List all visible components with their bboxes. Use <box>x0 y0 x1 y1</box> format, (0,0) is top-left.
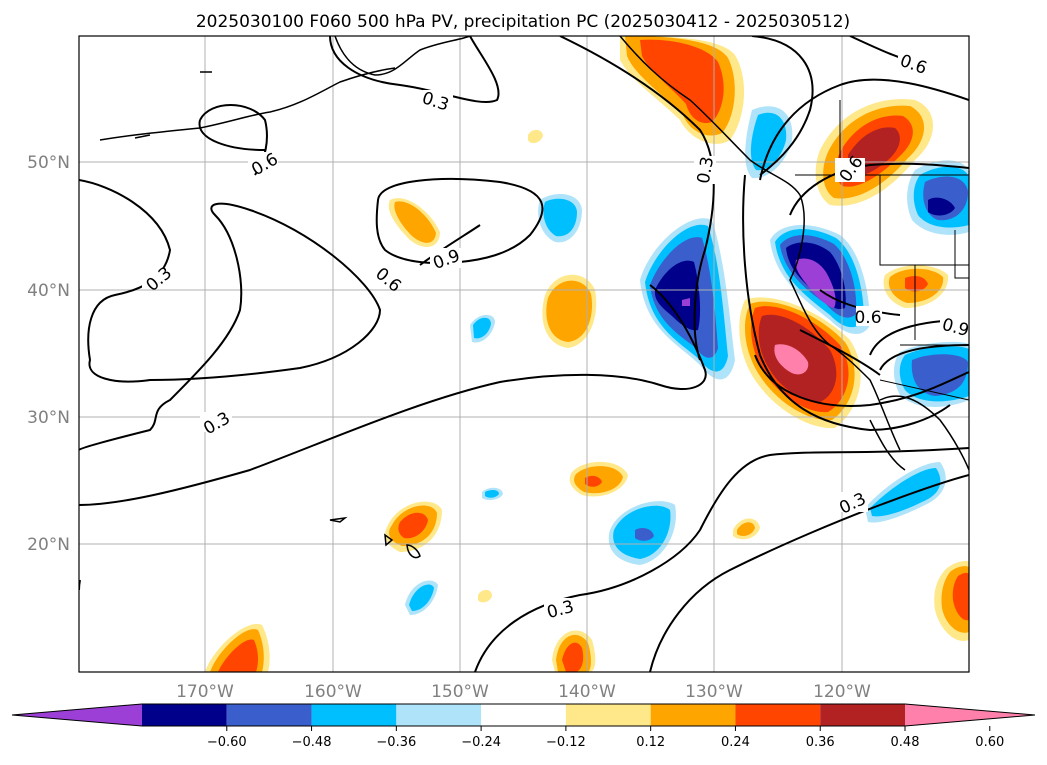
precip-blob-hawaii-warm <box>385 501 442 552</box>
precip-blob-warm-bottom-left <box>205 624 270 672</box>
lat-ticks: 50°N 40°N 30°N 20°N <box>27 153 70 555</box>
pv-contours <box>79 36 969 672</box>
lon-ticks: 170°W 160°W 150°W 140°W 130°W 120°W <box>176 682 871 702</box>
precip-blob-north-cold <box>538 194 582 243</box>
precip-blob-tiny-warm <box>478 589 492 603</box>
coastlines <box>99 36 969 559</box>
map-frame <box>78 35 970 673</box>
colorbar-tick-label: −0.60 <box>207 735 247 750</box>
graticule <box>79 36 969 672</box>
precip-blob-cold-16n <box>405 580 438 615</box>
precip-blob-tiny-warm-north <box>528 129 543 144</box>
precip-blob-nevada-warm <box>883 265 949 308</box>
colorbar-outline <box>11 703 1036 727</box>
colorbar: −0.60 −0.48 −0.36 −0.24 −0.12 0.12 0.24 0.36 0.4… <box>11 703 1036 750</box>
precip-blob-mexico-cold <box>865 462 946 523</box>
contour-label-0.6-ca: 0.6 <box>854 308 881 328</box>
colorbar-extend-min <box>12 704 142 726</box>
precip-blob-small-cold-1 <box>470 314 495 343</box>
precip-blob-alaska-coast <box>620 36 745 144</box>
colorbar-segment <box>565 704 651 726</box>
precip-blob-warm-bottom-mid <box>552 630 596 672</box>
lat-tick-40n: 40°N <box>27 281 70 301</box>
lat-tick-30n: 30°N <box>27 408 70 428</box>
contour-label-0.3-coast: 0.3 <box>694 155 718 185</box>
colorbar-segment <box>142 704 227 726</box>
precip-blob-warm-21n-small <box>733 518 760 540</box>
colorbar-tick-label: −0.48 <box>292 735 332 750</box>
lon-tick-150w: 150°W <box>431 682 489 702</box>
colorbar-tick-label: −0.12 <box>546 735 586 750</box>
colorbar-tick-label: −0.36 <box>376 735 416 750</box>
precip-blob-montana-cold <box>907 160 969 235</box>
colorbar-segment <box>820 704 905 726</box>
colorbar-segment <box>311 704 397 726</box>
colorbar-segment <box>396 704 482 726</box>
colorbar-segment <box>481 704 566 726</box>
colorbar-tick-label: −0.24 <box>461 735 501 750</box>
precip-blob-california-warm <box>739 297 861 429</box>
figure-title: 2025030100 F060 500 hPa PV, precipitatio… <box>196 12 850 32</box>
precip-blob-small-cold-2 <box>482 487 503 501</box>
colorbar-tick-label: 0.60 <box>975 735 1004 750</box>
map-area: 0.3 0.6 0.3 0.6 0.9 0.3 0.3 0.6 0.6 0.6 … <box>79 36 969 672</box>
colorbar-segment <box>735 704 821 726</box>
colorbar-segment <box>650 704 736 726</box>
lat-tick-20n: 20°N <box>27 535 70 555</box>
colorbar-tick-label: 0.48 <box>891 735 920 750</box>
precip-blob-warm-25n <box>569 461 628 497</box>
precip-blob-north-warm <box>388 198 440 247</box>
precip-blob-arizona-cold <box>894 341 969 407</box>
colorbar-tick-label: 0.24 <box>721 735 750 750</box>
lat-tick-50n: 50°N <box>27 153 70 173</box>
colorbar-extend-max <box>905 704 1035 726</box>
colorbar-segment <box>226 704 312 726</box>
lon-tick-160w: 160°W <box>304 682 362 702</box>
lon-tick-170w: 170°W <box>176 682 234 702</box>
colorbar-tick-label: 0.12 <box>636 735 665 750</box>
precip-blob-bc-cold <box>745 106 793 179</box>
lon-tick-140w: 140°W <box>558 682 616 702</box>
precip-blob-far-east-warm <box>934 560 969 641</box>
lon-tick-130w: 130°W <box>685 682 743 702</box>
precip-blob-cold-21n <box>608 501 676 565</box>
precip-blob-center-warm <box>542 274 597 348</box>
borders <box>795 100 969 401</box>
colorbar-tick-label: 0.36 <box>806 735 835 750</box>
lon-tick-120w: 120°W <box>813 682 871 702</box>
